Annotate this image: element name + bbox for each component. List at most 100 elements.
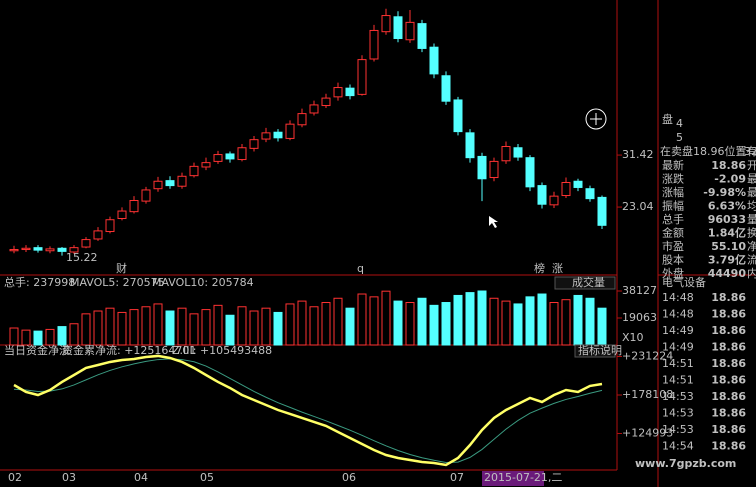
candle-body <box>225 153 235 160</box>
sell-qty: 32 <box>744 145 756 158</box>
legend-entry: 总手: 237998 <box>4 275 75 289</box>
volume-bar <box>81 313 91 346</box>
candle-body <box>117 210 127 219</box>
help-button[interactable] <box>574 344 616 358</box>
candle-body <box>21 247 31 251</box>
quote-tail: 内 <box>747 266 756 280</box>
trade-time: 14:48 <box>662 308 694 321</box>
volume-bar <box>141 306 151 346</box>
volume-bar <box>57 326 67 346</box>
volume-bar <box>45 328 55 346</box>
volume-bar <box>405 302 415 346</box>
trade-time: 14:53 <box>662 407 694 420</box>
zoom-icon[interactable] <box>585 108 607 130</box>
quote-label: 金额 <box>662 226 684 240</box>
quote-tail: 流 <box>747 253 756 267</box>
candle-body <box>585 188 595 200</box>
x-tick-label: 06 <box>342 471 356 484</box>
candle-body <box>573 180 583 188</box>
quote-label: 股本 <box>662 253 684 267</box>
candle-body <box>237 147 247 161</box>
volume-bar <box>129 309 139 346</box>
candle-body <box>597 196 607 226</box>
trade-price: 18.86 <box>711 341 746 354</box>
candle-body <box>249 139 259 149</box>
marker: 财 <box>116 261 127 275</box>
volume-bar <box>549 302 559 346</box>
x-tick-label: 05 <box>200 471 214 484</box>
volume-bar <box>573 294 583 346</box>
volume-bar <box>441 302 451 346</box>
volume-bar <box>189 313 199 346</box>
quote-label: 外盘 <box>662 266 684 280</box>
trade-time: 14:48 <box>662 291 694 304</box>
watermark: www.7gpzb.com <box>635 457 736 470</box>
y-tick-label: 38127 <box>622 284 657 297</box>
y-tick-label: +178108 <box>622 388 673 401</box>
x-tick-label: 02 <box>8 471 22 484</box>
volume-bar <box>165 310 175 346</box>
quote-label: 市盈 <box>662 239 684 253</box>
quote-value: 55.10 <box>711 240 746 253</box>
volume-bar <box>309 306 319 346</box>
marker: 涨 <box>552 262 563 275</box>
candle-body <box>537 185 547 205</box>
quote-tail: 量 <box>747 213 756 226</box>
trade-time: 14:53 <box>662 423 694 436</box>
quote-value: 1.84亿 <box>708 226 746 240</box>
book-row: 5 <box>676 131 683 144</box>
candle-body <box>45 248 55 252</box>
quote-value: 6.63% <box>708 200 746 213</box>
zoom-icon-plus <box>590 113 602 125</box>
volume-bar <box>537 293 547 346</box>
trade-price: 18.86 <box>711 308 746 321</box>
dropdown[interactable] <box>554 276 616 290</box>
quote-label: 涨幅 <box>662 186 684 199</box>
y-tick-label: +231224 <box>622 350 673 363</box>
legend-entry: 资金累净流: +125164701 <box>62 343 196 357</box>
scale-label: X10 <box>622 331 644 344</box>
volume-bar <box>93 310 103 346</box>
candle-body <box>561 181 571 197</box>
trade-time: 14:53 <box>662 390 694 403</box>
trade-time: 14:51 <box>662 357 694 370</box>
candle-body <box>501 145 511 162</box>
flow-line <box>13 358 603 463</box>
candle-body <box>429 46 439 75</box>
candle-body <box>333 87 343 98</box>
candle-body <box>141 189 151 202</box>
candle-body <box>129 199 139 213</box>
quote-value: 3.79亿 <box>708 253 746 267</box>
candle-body <box>417 23 427 49</box>
candle-body <box>69 247 79 253</box>
quote-label: 涨跌 <box>662 172 684 186</box>
quote-tail: 换 <box>747 226 756 240</box>
volume-bar <box>381 290 391 346</box>
candle-body <box>213 154 223 162</box>
flow-line <box>13 354 603 467</box>
trade-price: 18.86 <box>711 407 746 420</box>
candle-body <box>309 104 319 114</box>
cursor <box>489 216 498 228</box>
legend-entry: MAVOL10: 205784 <box>152 276 254 289</box>
trade-price: 18.86 <box>711 390 746 403</box>
candle-body <box>261 132 271 140</box>
quote-tail: 开 <box>747 159 756 172</box>
candle-body <box>201 162 211 168</box>
volume-bar <box>465 292 475 346</box>
y-tick-label: +124993 <box>622 426 673 439</box>
candle-body <box>93 230 103 240</box>
low-label: 15.22 <box>66 251 98 264</box>
volume-bar <box>117 311 127 346</box>
quote-value: 18.86 <box>711 159 746 172</box>
quote-tail: 最 <box>747 186 756 199</box>
y-tick-label: 23.04 <box>622 200 654 213</box>
volume-bar <box>33 330 43 346</box>
marker: q <box>357 262 364 275</box>
volume-bar <box>285 303 295 346</box>
trade-time: 14:54 <box>662 440 694 453</box>
volume-bar <box>393 300 403 346</box>
volume-bar <box>345 307 355 346</box>
volume-bar <box>513 303 523 346</box>
